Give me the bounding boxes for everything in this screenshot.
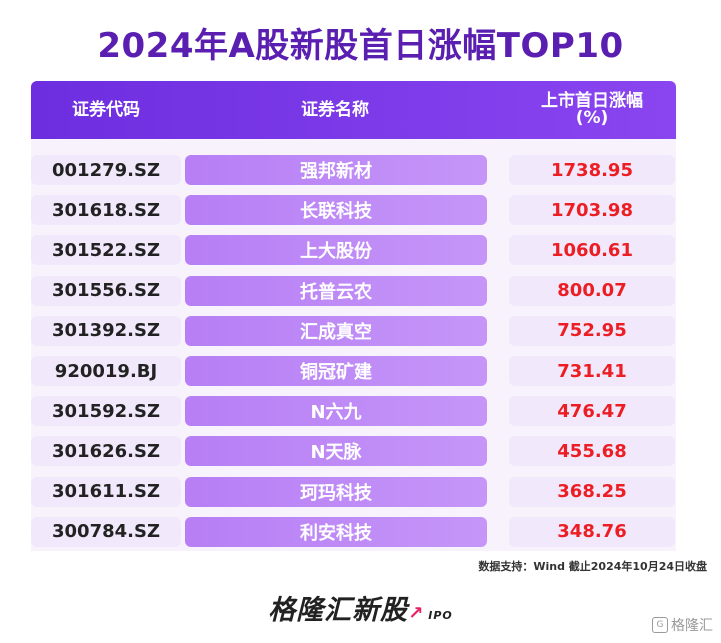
page-title: 2024年A股新股首日涨幅TOP10 bbox=[97, 26, 624, 66]
table-row: 301392.SZ 汇成真空 752.95 bbox=[31, 315, 676, 346]
brand-logo: 格隆汇新股↗ IPO bbox=[0, 588, 721, 627]
cell-name: 汇成真空 bbox=[185, 315, 487, 346]
watermark-text: 格隆汇 bbox=[671, 618, 713, 634]
header-pct-line2: (%) bbox=[575, 108, 609, 128]
cell-code: 301592.SZ bbox=[31, 396, 181, 427]
cell-name: 铜冠矿建 bbox=[185, 356, 487, 386]
trend-arrow-icon: ↗ bbox=[408, 603, 425, 624]
cell-code: 300784.SZ bbox=[31, 516, 181, 547]
cell-pct: 800.07 bbox=[509, 275, 675, 306]
cell-code: 301522.SZ bbox=[31, 235, 181, 266]
brand-name: 格隆汇新股 bbox=[268, 595, 409, 626]
cell-code: 301611.SZ bbox=[31, 476, 181, 507]
cell-pct: 752.95 bbox=[509, 315, 675, 346]
cell-name: N天脉 bbox=[185, 436, 487, 467]
cell-pct: 368.25 bbox=[509, 476, 675, 507]
cell-code: 301618.SZ bbox=[31, 195, 181, 226]
cell-name: 利安科技 bbox=[185, 516, 487, 547]
cell-pct: 1060.61 bbox=[509, 235, 675, 266]
table-row: 301626.SZ N天脉 455.68 bbox=[31, 436, 676, 467]
cell-code: 301626.SZ bbox=[31, 436, 181, 467]
cell-code: 301392.SZ bbox=[31, 315, 181, 346]
source-note: 数据支持：Wind 截止2024年10月24日收盘 bbox=[478, 560, 707, 573]
cell-pct: 348.76 bbox=[509, 516, 675, 547]
table-row: 301556.SZ 托普云农 800.07 bbox=[31, 275, 676, 306]
cell-pct: 1738.95 bbox=[509, 155, 675, 185]
cell-code: 920019.BJ bbox=[31, 356, 181, 386]
watermark-logo-icon: G bbox=[652, 617, 668, 633]
brand-suffix: IPO bbox=[428, 609, 453, 622]
table-row: 301592.SZ N六九 476.47 bbox=[31, 396, 676, 427]
table-row: 920019.BJ 铜冠矿建 731.41 bbox=[31, 356, 676, 386]
table-row: 001279.SZ 强邦新材 1738.95 bbox=[31, 155, 676, 185]
table-row: 300784.SZ 利安科技 348.76 bbox=[31, 516, 676, 547]
table-row: 301611.SZ 珂玛科技 368.25 bbox=[31, 476, 676, 507]
table-row: 301522.SZ 上大股份 1060.61 bbox=[31, 235, 676, 266]
header-name: 证券名称 bbox=[301, 99, 369, 120]
cell-pct: 455.68 bbox=[509, 436, 675, 467]
cell-name: 强邦新材 bbox=[185, 155, 487, 185]
cell-code: 001279.SZ bbox=[31, 155, 181, 185]
cell-pct: 1703.98 bbox=[509, 195, 675, 226]
table-header: 证券代码 证券名称 上市首日涨幅 (%) bbox=[31, 81, 676, 139]
cell-name: 长联科技 bbox=[185, 195, 487, 226]
cell-name: 珂玛科技 bbox=[185, 476, 487, 507]
header-pct-line1: 上市首日涨幅 bbox=[541, 91, 643, 111]
cell-name: 上大股份 bbox=[185, 235, 487, 266]
table-row: 301618.SZ 长联科技 1703.98 bbox=[31, 195, 676, 226]
header-pct: 上市首日涨幅 (%) bbox=[509, 81, 675, 139]
cell-name: 托普云农 bbox=[185, 275, 487, 306]
header-code: 证券代码 bbox=[72, 99, 140, 120]
cell-name: N六九 bbox=[185, 396, 487, 427]
cell-pct: 731.41 bbox=[509, 356, 675, 386]
cell-pct: 476.47 bbox=[509, 396, 675, 427]
cell-code: 301556.SZ bbox=[31, 275, 181, 306]
watermark: G 格隆汇 bbox=[652, 615, 713, 635]
